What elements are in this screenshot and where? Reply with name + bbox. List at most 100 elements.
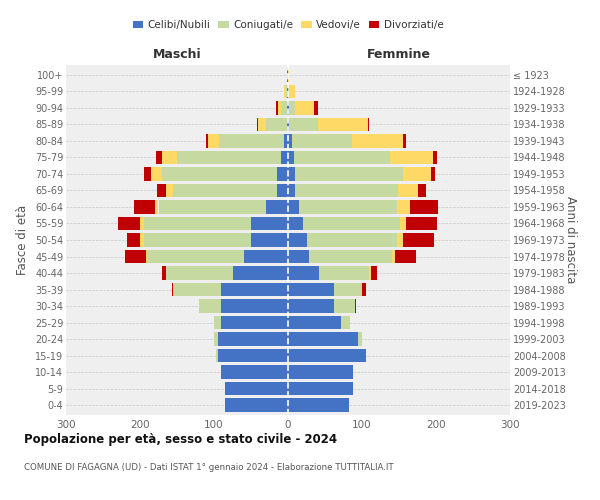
Bar [289,101,295,114]
Bar [166,184,173,197]
Bar [233,266,288,280]
Bar [288,233,307,247]
Bar [284,134,288,147]
Bar [397,200,410,214]
Bar [284,84,286,98]
Bar [294,150,390,164]
Bar [173,184,277,197]
Bar [199,300,221,313]
Legend: Celibi/Nubili, Coniugati/e, Vedovi/e, Divorziati/e: Celibi/Nubili, Coniugati/e, Vedovi/e, Di… [128,16,448,34]
Bar [288,68,289,82]
Bar [166,266,233,280]
Bar [288,398,349,412]
Bar [259,118,266,131]
Bar [288,150,294,164]
Text: Femmine: Femmine [367,48,431,61]
Bar [395,250,416,264]
Bar [288,332,358,346]
Bar [287,68,288,82]
Bar [352,134,403,147]
Bar [173,283,221,296]
Bar [251,233,288,247]
Bar [433,150,437,164]
Bar [162,150,177,164]
Bar [319,266,370,280]
Bar [156,150,162,164]
Bar [216,349,218,362]
Bar [390,150,433,164]
Bar [157,184,166,197]
Bar [292,134,352,147]
Y-axis label: Anni di nascita: Anni di nascita [564,196,577,284]
Bar [314,101,317,114]
Bar [221,283,288,296]
Bar [162,167,277,180]
Bar [144,216,251,230]
Bar [418,184,425,197]
Bar [289,118,317,131]
Bar [303,216,400,230]
Bar [289,84,295,98]
Bar [158,200,266,214]
Bar [155,200,158,214]
Bar [370,266,371,280]
Bar [288,382,353,396]
Bar [431,167,434,180]
Bar [287,84,288,98]
Bar [403,134,406,147]
Bar [140,233,144,247]
Bar [146,250,148,264]
Bar [403,167,431,180]
Bar [400,216,406,230]
Bar [214,316,221,330]
Bar [288,300,334,313]
Bar [221,300,288,313]
Bar [281,150,288,164]
Bar [334,283,362,296]
Bar [307,233,397,247]
Bar [295,184,398,197]
Bar [406,216,437,230]
Bar [288,266,319,280]
Bar [127,233,140,247]
Bar [288,101,289,114]
Bar [286,84,287,98]
Bar [362,283,366,296]
Bar [266,200,288,214]
Bar [148,250,244,264]
Bar [276,101,278,114]
Bar [177,150,281,164]
Bar [288,283,334,296]
Bar [219,134,284,147]
Bar [295,167,403,180]
Bar [266,118,287,131]
Bar [125,250,146,264]
Bar [218,349,288,362]
Bar [403,233,434,247]
Bar [287,118,288,131]
Bar [288,200,299,214]
Bar [214,332,218,346]
Bar [281,101,287,114]
Bar [355,300,356,313]
Bar [288,250,309,264]
Bar [288,84,289,98]
Bar [288,316,341,330]
Bar [371,266,377,280]
Bar [221,316,288,330]
Bar [144,167,151,180]
Bar [277,167,288,180]
Bar [334,300,355,313]
Bar [288,216,303,230]
Bar [288,366,353,379]
Bar [368,118,370,131]
Bar [288,134,292,147]
Bar [251,216,288,230]
Bar [398,184,418,197]
Text: Maschi: Maschi [152,48,202,61]
Bar [288,118,289,131]
Bar [208,134,219,147]
Bar [299,200,397,214]
Bar [287,101,288,114]
Text: COMUNE DI FAGAGNA (UD) - Dati ISTAT 1° gennaio 2024 - Elaborazione TUTTITALIA.IT: COMUNE DI FAGAGNA (UD) - Dati ISTAT 1° g… [24,462,394,471]
